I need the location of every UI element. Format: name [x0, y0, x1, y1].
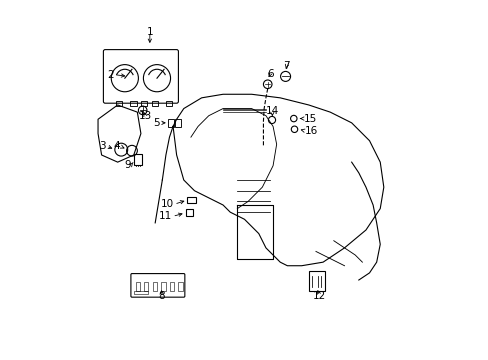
Text: 12: 12: [312, 291, 325, 301]
Text: 2: 2: [107, 69, 114, 80]
Bar: [178, 282, 183, 291]
Bar: [308, 271, 324, 291]
Text: 14: 14: [265, 107, 279, 116]
Bar: [167, 118, 174, 127]
Text: 10: 10: [161, 199, 174, 209]
Bar: [135, 282, 140, 291]
Bar: [187, 197, 196, 203]
Text: 13: 13: [138, 111, 151, 121]
Bar: [175, 118, 181, 127]
Text: 4: 4: [114, 141, 121, 152]
Bar: [161, 282, 165, 291]
Text: 7: 7: [283, 61, 289, 71]
Bar: [130, 102, 136, 106]
Bar: [134, 154, 142, 165]
Text: 16: 16: [304, 126, 317, 136]
Text: 1: 1: [146, 27, 153, 37]
Text: 9: 9: [124, 159, 131, 170]
Bar: [144, 282, 148, 291]
Text: 11: 11: [159, 211, 172, 221]
Text: 15: 15: [303, 113, 316, 123]
Bar: [134, 291, 148, 294]
Text: 5: 5: [153, 118, 160, 128]
Bar: [152, 282, 157, 291]
Bar: [141, 102, 147, 106]
Bar: [185, 209, 193, 216]
Bar: [151, 102, 158, 106]
Text: 8: 8: [158, 291, 164, 301]
Bar: [116, 102, 122, 106]
Text: 6: 6: [266, 68, 273, 78]
Bar: [169, 282, 174, 291]
Bar: [165, 102, 172, 106]
Text: 3: 3: [100, 141, 106, 151]
